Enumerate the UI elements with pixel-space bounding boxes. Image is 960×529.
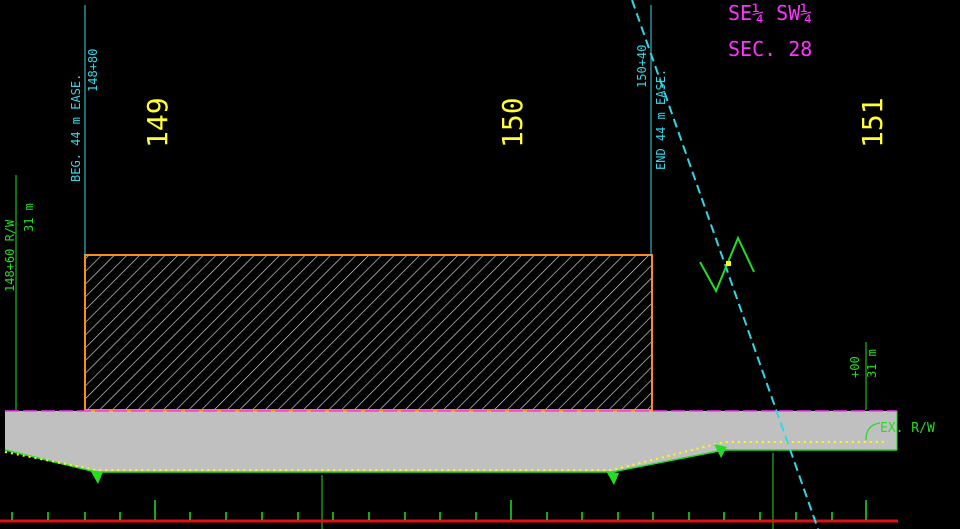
section-line[interactable]	[631, 0, 819, 529]
break-symbol-point	[726, 261, 731, 266]
road-shoulder-dotted	[4, 441, 885, 471]
station-149: 149	[141, 97, 174, 148]
easement-hatched-area[interactable]	[84, 254, 653, 411]
station-tick-marks	[11, 500, 867, 520]
left-row-station: 148+60 R/W	[3, 219, 17, 292]
section-quarter-label: SE¼ SW¼	[728, 1, 812, 25]
beg-easement-station: 148+80	[86, 49, 100, 92]
left-row-width: 31 m	[22, 203, 36, 232]
end-easement-station: 150+40	[635, 45, 649, 88]
beg-easement-label: BEG. 44 m EASE.	[69, 74, 83, 182]
right-row-station: +00	[848, 356, 862, 378]
section-number-label: SEC. 28	[728, 37, 812, 61]
monument-marker-3[interactable]	[714, 444, 727, 458]
existing-row-label: EX. R/W	[880, 421, 935, 436]
monument-marker-2[interactable]	[606, 471, 619, 485]
monument-marker-1[interactable]	[90, 470, 103, 484]
right-row-width: 31 m	[865, 349, 879, 378]
row-leader-arrow	[865, 422, 881, 441]
existing-road-surface[interactable]	[5, 411, 897, 472]
station-150: 150	[496, 97, 529, 148]
station-151: 151	[856, 97, 889, 148]
